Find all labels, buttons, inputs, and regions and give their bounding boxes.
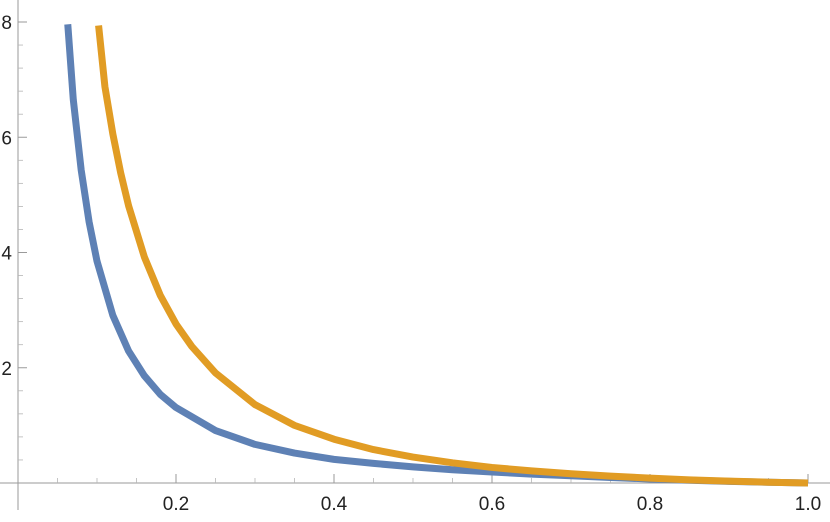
x-tick-label: 1.0 [795,494,821,515]
series-line-1 [64,24,809,487]
axes-group [0,0,830,510]
y-tick-label: 2 [1,359,12,380]
x-tick-label: 0.4 [321,494,348,515]
y-tick-label: 8 [1,13,12,34]
tick-labels-group: 0.2 0.4 0.6 0.8 1.0 2 4 6 8 [1,13,821,515]
x-tick-label: 0.6 [479,494,505,515]
ticks-group [18,21,809,483]
x-tick-label: 0.8 [637,494,663,515]
series-line-2 [95,25,809,487]
y-tick-label: 6 [1,128,12,149]
series-group [64,24,809,487]
x-tick-label: 0.2 [163,494,189,515]
y-tick-label: 4 [1,244,12,265]
